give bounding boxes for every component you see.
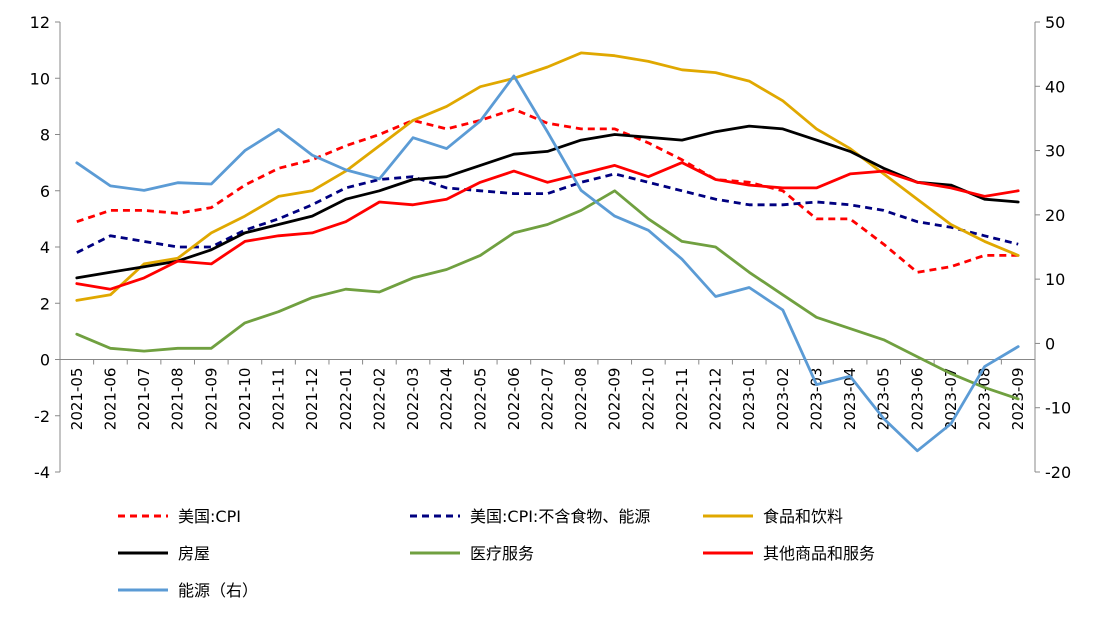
x-tick-label: 2023-03 [807, 368, 825, 431]
x-tick-label: 2022-01 [337, 368, 355, 431]
x-tick-label: 2021-05 [68, 368, 86, 431]
x-tick-label: 2021-10 [236, 368, 254, 431]
x-tick-label: 2021-12 [303, 368, 321, 431]
legend-label-2: 美国:CPI:不含食物、能源 [470, 507, 650, 526]
x-tick-label: 2021-06 [101, 368, 119, 431]
left-tick-label: 0 [40, 351, 50, 370]
x-tick-label: 2022-08 [572, 368, 590, 431]
x-tick-label: 2022-07 [539, 368, 557, 431]
right-tick-label: 30 [1045, 142, 1065, 161]
series-line-5 [75, 189, 1020, 401]
right-tick-label: 40 [1045, 77, 1065, 96]
legend-label-4: 房屋 [178, 544, 210, 563]
x-tick-label: 2022-10 [639, 368, 657, 431]
left-tick-label: 2 [40, 294, 50, 313]
legend-label-3: 食品和饮料 [763, 507, 843, 526]
right-tick-label: 10 [1045, 270, 1065, 289]
legend-label-7: 能源（右） [178, 581, 258, 600]
x-tick-label: 2023-05 [875, 368, 893, 431]
series-line-4 [75, 124, 1020, 280]
x-tick-label: 2022-03 [404, 368, 422, 431]
x-tick-label: 2023-06 [908, 368, 926, 431]
right-tick-label: 20 [1045, 206, 1065, 225]
left-tick-label: 8 [40, 126, 50, 145]
x-tick-label: 2023-02 [774, 368, 792, 431]
left-tick-label: 6 [40, 182, 50, 201]
x-tick-label: 2021-11 [270, 368, 288, 431]
legend-label-5: 医疗服务 [470, 544, 534, 563]
left-tick-label: 10 [30, 69, 50, 88]
series-line-7 [75, 74, 1020, 453]
x-tick-label: 2023-01 [740, 368, 758, 431]
right-tick-label: -10 [1045, 399, 1071, 418]
x-tick-label: 2022-12 [707, 368, 725, 431]
x-tick-label: 2022-09 [606, 368, 624, 431]
left-tick-label: -2 [34, 407, 50, 426]
left-tick-label: 12 [30, 13, 50, 32]
x-tick-label: 2021-07 [135, 368, 153, 431]
x-tick-label: 2022-02 [370, 368, 388, 431]
x-tick-label: 2022-06 [505, 368, 523, 431]
left-tick-label: 4 [40, 238, 50, 257]
right-tick-label: 0 [1045, 334, 1055, 353]
right-tick-label: 50 [1045, 13, 1065, 32]
left-tick-label: -4 [34, 463, 50, 482]
x-tick-label: 2022-04 [438, 368, 456, 431]
legend-label-6: 其他商品和服务 [763, 544, 875, 563]
x-tick-label: 2022-05 [471, 368, 489, 431]
legend-label-1: 美国:CPI [178, 507, 241, 526]
right-tick-label: -20 [1045, 463, 1071, 482]
series-line-6 [75, 161, 1020, 291]
x-tick-label: 2021-09 [202, 368, 220, 431]
x-tick-label: 2023-08 [976, 368, 994, 431]
x-tick-label: 2022-11 [673, 368, 691, 431]
x-tick-label: 2021-08 [169, 368, 187, 431]
